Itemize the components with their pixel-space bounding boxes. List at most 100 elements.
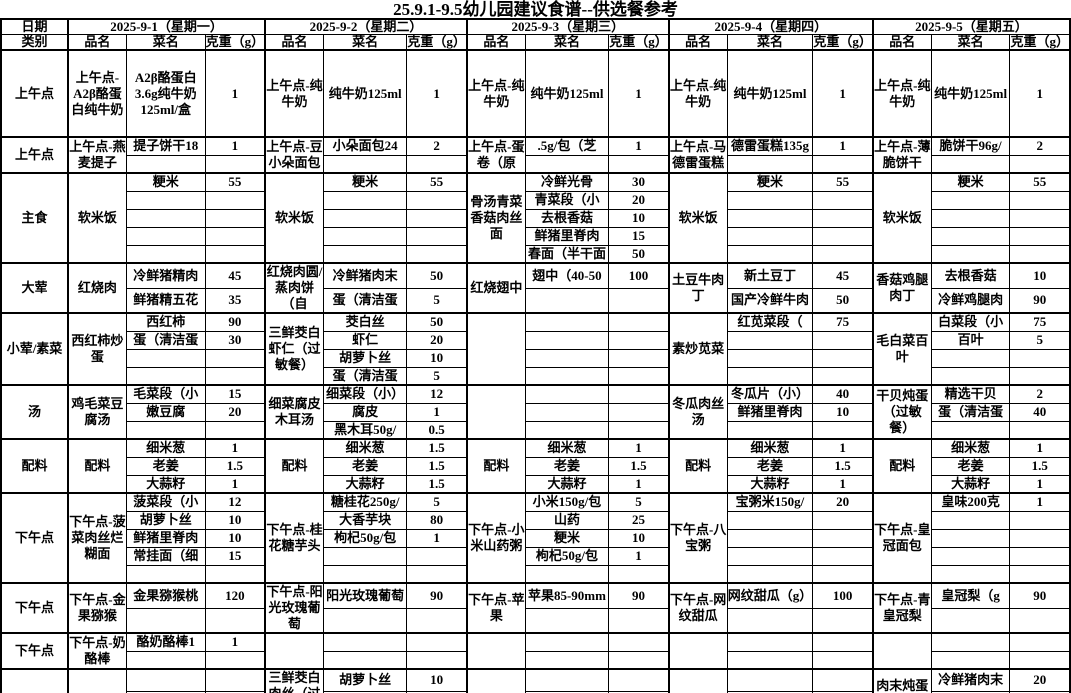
dish-weight-cell: 50 (406, 262, 468, 289)
dish-weight-cell: 15 (204, 384, 266, 404)
dish-group-name: 三鲜茭白虾仁（过敏餐） (264, 312, 324, 386)
dish-name-cell (322, 244, 408, 264)
category-cell: 主食 (0, 172, 69, 264)
dish-name-cell (524, 330, 610, 350)
dish-weight-cell: 2 (406, 136, 468, 156)
dish-weight-cell: 1.5 (608, 456, 670, 476)
dish-name-cell: 西红柿 (125, 312, 206, 332)
dish-name-cell (524, 348, 610, 368)
dish-group-name: 素炒苋菜 (667, 312, 728, 386)
dish-name-cell (930, 510, 1011, 530)
dish-name-cell (930, 528, 1011, 548)
dish-name-cell: 青菜段（小 (524, 190, 610, 210)
dish-weight-cell: 55 (204, 172, 266, 192)
category-cell: 大荤 (0, 262, 69, 314)
dish-name-cell: 鲜猪精五花 (125, 287, 206, 314)
dish-weight-cell (406, 208, 468, 228)
dish-name-cell: 酪奶酪棒1 (125, 632, 206, 652)
dish-weight-cell (1009, 650, 1071, 670)
dish-name-cell (930, 420, 1011, 440)
dish-group-name: 鸡毛菜豆腐汤 (67, 384, 127, 440)
dish-name-cell (322, 607, 408, 634)
dish-weight-cell (1009, 607, 1071, 634)
dish-weight-cell: 50 (608, 244, 670, 264)
dish-weight-cell: 1 (406, 49, 468, 138)
dish-weight-cell: 15 (204, 546, 266, 566)
dish-weight-cell (1009, 366, 1071, 386)
table-row: 胡萝卜丝 10 (1, 348, 1071, 368)
dish-name-cell (322, 208, 408, 228)
dish-group-name: 干贝炖蛋（过敏餐） (871, 384, 932, 440)
weight-col-header: 克重（g） (204, 34, 266, 51)
dish-name-cell (930, 564, 1011, 584)
dish-weight-cell (204, 668, 266, 692)
dish-group-name: 配料 (264, 438, 324, 494)
dish-group-name: 下午点-小米山药粥 (465, 492, 526, 584)
dish-weight-cell: 2 (1009, 136, 1071, 156)
dish-name-cell: 细菜段（小） (322, 384, 408, 404)
dish-name-cell (930, 650, 1011, 670)
dish-weight-cell: 90 (1009, 287, 1071, 314)
dish-name-cell (524, 632, 610, 652)
dish-name-cell (524, 154, 610, 174)
dish-group-name (465, 632, 526, 670)
dish-name-cell (930, 366, 1011, 386)
dish-group-name (264, 632, 324, 670)
dish-name-cell (524, 312, 610, 332)
weight-col-header: 克重（g） (608, 34, 670, 51)
dish-name-cell: 老姜 (726, 456, 814, 476)
dish-name-cell (930, 607, 1011, 634)
dish-weight-cell (204, 154, 266, 174)
dish-weight-cell (406, 650, 468, 670)
dish-weight-cell: 1.5 (1009, 456, 1071, 476)
dish-name-cell: 大蒜籽 (524, 474, 610, 494)
dish-weight-cell (608, 650, 670, 670)
table-row: 常挂面（细 15 枸杞50g/包 1 (1, 546, 1071, 566)
dish-name-cell: 山药 (524, 510, 610, 530)
dish-weight-cell (608, 312, 670, 332)
dish-weight-cell (608, 402, 670, 422)
dish-name-cell: 老姜 (930, 456, 1011, 476)
dish-name-cell: 细米葱 (524, 438, 610, 458)
dish-name-cell: 小朵面包24 (322, 136, 408, 156)
dish-name-cell (125, 668, 206, 692)
dish-weight-cell (204, 190, 266, 210)
dish-name-cell: 纯牛奶125ml (726, 49, 814, 138)
dish-name-cell: 细米葱 (726, 438, 814, 458)
dish-group-name: 骨汤青菜香菇肉丝面 (465, 172, 526, 264)
dish-name-cell: 白菜段（小 (930, 312, 1011, 332)
dish-name-cell: 脆饼干96g/ (930, 136, 1011, 156)
dish-name-cell (726, 546, 814, 566)
dish-weight-cell (608, 348, 670, 368)
dish-name-cell (930, 632, 1011, 652)
dish-weight-cell (406, 154, 468, 174)
dish-name-cell: 翅中（40-50 (524, 262, 610, 289)
dish-weight-cell: 10 (204, 510, 266, 530)
dish-name-cell: 大蒜籽 (930, 474, 1011, 494)
dish-weight-cell: 1 (406, 402, 468, 422)
dish-name-cell (322, 632, 408, 652)
dish-name-cell (125, 190, 206, 210)
dish-weight-cell: 100 (608, 262, 670, 289)
dish-weight-cell (812, 154, 874, 174)
dish-name-cell (930, 208, 1011, 228)
table-row: 鲜猪精五花 35 蛋（清洁蛋 5 国产冷鲜牛肉 50 冷鲜鸡腿肉 90 (1, 287, 1071, 314)
dish-weight-cell (608, 668, 670, 692)
table-row (1, 650, 1071, 670)
table-row: 小荤/素菜 西红柿炒蛋 西红柿 90 三鲜茭白虾仁（过敏餐） 茭白丝 50 素炒苋菜 红苋菜段（… (0, 312, 1071, 386)
dish-group-name: 上午点-纯牛奶 (871, 49, 932, 138)
dish-weight-cell: 40 (812, 384, 874, 404)
dish-weight-cell: 1 (204, 438, 266, 458)
dish-weight-cell (204, 226, 266, 246)
dish-group-name: 软米饭 (667, 172, 728, 264)
dish-weight-cell: 10 (1009, 262, 1071, 289)
dish-weight-cell: 50 (406, 312, 468, 332)
dish-group-name: 上午点-薄脆饼干 (871, 136, 932, 174)
dish-name-cell: 粳米 (726, 172, 814, 192)
dish-name-cell: 蛋（清洁蛋 (322, 366, 408, 386)
dish-name-cell (930, 154, 1011, 174)
dish-weight-cell (1009, 348, 1071, 368)
dish-name-cell: 精选干贝 (930, 384, 1011, 404)
dish-weight-cell (812, 546, 874, 566)
